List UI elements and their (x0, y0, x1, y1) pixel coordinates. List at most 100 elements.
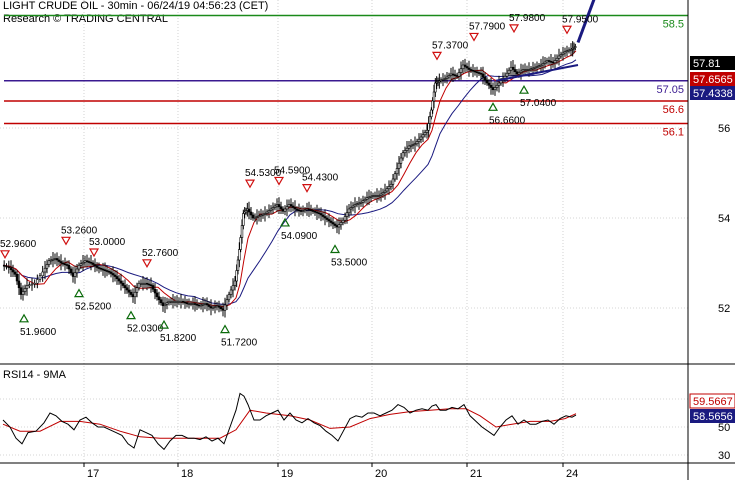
candle-body (235, 270, 238, 282)
candle-body (97, 267, 101, 269)
x-tick-label: 20 (375, 468, 387, 480)
marker-high (561, 25, 573, 35)
candle-body (177, 300, 181, 303)
candle-body (127, 289, 131, 293)
candle-body (307, 208, 311, 211)
candle-body (259, 214, 263, 217)
marker-high-label: 53.0000 (89, 237, 126, 248)
candle-body (261, 213, 265, 216)
candle-body (445, 76, 449, 79)
candle-body (409, 144, 413, 147)
candle-body (443, 78, 447, 80)
candle-body (123, 285, 127, 289)
candle-body (47, 260, 51, 265)
ma-slow-badge: 57.4338 (693, 88, 733, 100)
candle-body (555, 57, 559, 61)
candle-body (431, 100, 434, 111)
marker-high (244, 179, 256, 189)
candle-body (363, 198, 367, 202)
x-tick-label: 18 (181, 468, 193, 480)
candle-body (55, 258, 59, 261)
candle-body (313, 210, 317, 213)
candle-body (269, 208, 273, 211)
candle-body (361, 200, 365, 203)
candle-body (493, 87, 497, 91)
candle-body (257, 215, 261, 218)
candle-body (279, 206, 283, 210)
candle-body (159, 299, 163, 304)
candle-body (11, 269, 15, 273)
candle-body (219, 306, 223, 310)
candle-body (553, 60, 557, 64)
candle-body (415, 141, 419, 145)
rsi-ma-badge-bg (689, 393, 735, 409)
marker-high (301, 184, 313, 193)
candle-body (236, 259, 240, 271)
candle-body (411, 144, 415, 146)
marker-high (0, 250, 11, 260)
candle-body (451, 73, 455, 76)
candle-body (23, 288, 27, 292)
grid (0, 0, 688, 463)
candle-body (333, 223, 337, 226)
candle-body (395, 168, 399, 175)
level-label: 56.1 (663, 127, 684, 139)
candle-body (289, 204, 293, 207)
candle-body (9, 267, 13, 271)
moving-averages (2, 50, 577, 308)
candle-body (525, 69, 529, 71)
candle-body (91, 262, 95, 265)
candle-body (183, 301, 187, 304)
candle-body (453, 74, 457, 77)
candle-body (273, 205, 277, 208)
candle-body (103, 269, 107, 272)
candle-body (529, 68, 533, 71)
candle-body (325, 217, 329, 220)
candle-body (179, 300, 183, 303)
marker-low (125, 310, 137, 320)
candle-body (79, 263, 83, 266)
ma-slow-badge-bg (690, 86, 735, 100)
marker-low-label: 56.6600 (489, 115, 526, 126)
candle-body (59, 261, 63, 264)
candle-body (367, 196, 371, 199)
candle-body (305, 208, 309, 211)
candle-body (165, 302, 169, 305)
candle-body (539, 64, 543, 67)
candle-body (285, 206, 289, 210)
marker-high-label: 52.7600 (142, 248, 179, 259)
candle-body (201, 303, 205, 306)
candle-body (28, 284, 31, 287)
candle-body (432, 91, 436, 102)
candle-body (419, 136, 423, 140)
candle-body (561, 52, 565, 55)
marker-low (73, 288, 85, 298)
candle-body (383, 190, 387, 193)
level-label: 58.5 (663, 19, 684, 31)
candle-body (489, 84, 493, 88)
marker-high-label: 57.9800 (509, 13, 546, 24)
marker-high (273, 176, 285, 186)
marker-low-label: 57.0400 (520, 98, 557, 109)
candle-body (99, 267, 103, 270)
candle-body (53, 258, 57, 260)
marker-high-label: 54.5900 (274, 165, 311, 176)
candle-body (517, 72, 521, 75)
candle-body (511, 66, 515, 70)
candle-body (213, 306, 217, 308)
candle-body (115, 276, 119, 280)
candle-body (119, 280, 123, 284)
candle-body (301, 210, 305, 212)
candle-body (551, 61, 555, 64)
candle-body (379, 193, 383, 196)
candle-body (105, 270, 109, 272)
candle-body (369, 195, 373, 198)
candle-body (147, 283, 151, 286)
candle-body (267, 210, 271, 213)
candle-body (239, 237, 242, 250)
candle-body (329, 220, 333, 223)
level-label: 57.05 (656, 84, 684, 96)
candle-body (185, 302, 189, 305)
candle-body (339, 222, 343, 226)
